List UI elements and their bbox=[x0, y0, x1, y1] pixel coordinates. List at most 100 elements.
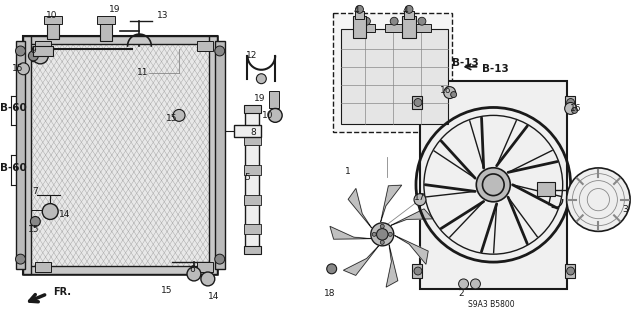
Circle shape bbox=[470, 279, 481, 289]
Bar bbox=[243, 106, 261, 114]
Circle shape bbox=[564, 102, 577, 115]
Bar bbox=[269, 91, 279, 108]
Circle shape bbox=[380, 224, 384, 228]
Circle shape bbox=[42, 204, 58, 219]
Circle shape bbox=[201, 272, 215, 286]
Bar bbox=[246, 110, 259, 249]
Circle shape bbox=[371, 223, 394, 246]
Polygon shape bbox=[395, 236, 428, 264]
Bar bbox=[333, 13, 452, 132]
Circle shape bbox=[414, 194, 426, 205]
Bar bbox=[97, 16, 115, 24]
Bar bbox=[564, 96, 575, 109]
Circle shape bbox=[483, 174, 504, 196]
Bar bbox=[44, 16, 62, 24]
Circle shape bbox=[28, 51, 38, 61]
Text: 10: 10 bbox=[262, 111, 273, 120]
Circle shape bbox=[17, 63, 29, 75]
Circle shape bbox=[388, 232, 392, 236]
Text: B-60: B-60 bbox=[0, 103, 27, 114]
Bar bbox=[385, 24, 403, 32]
Bar bbox=[412, 264, 422, 278]
Text: 10: 10 bbox=[45, 11, 57, 20]
Text: 3: 3 bbox=[622, 205, 628, 214]
Circle shape bbox=[362, 17, 371, 25]
Circle shape bbox=[414, 99, 422, 107]
Circle shape bbox=[572, 108, 577, 114]
Polygon shape bbox=[330, 226, 371, 239]
Bar bbox=[15, 41, 26, 269]
Text: 1: 1 bbox=[345, 167, 351, 176]
Polygon shape bbox=[348, 189, 371, 228]
Text: 13: 13 bbox=[156, 11, 168, 20]
Text: FR.: FR. bbox=[53, 287, 71, 297]
Circle shape bbox=[566, 168, 630, 231]
Circle shape bbox=[390, 17, 398, 25]
Bar bbox=[420, 81, 566, 289]
Bar bbox=[47, 19, 59, 39]
Text: 7: 7 bbox=[33, 187, 38, 196]
Text: 9: 9 bbox=[31, 47, 36, 56]
Circle shape bbox=[380, 241, 384, 244]
Text: 4: 4 bbox=[354, 6, 359, 15]
Text: 4: 4 bbox=[403, 6, 408, 15]
Bar bbox=[215, 41, 225, 269]
Circle shape bbox=[173, 109, 185, 121]
Bar bbox=[24, 36, 217, 274]
Text: 8: 8 bbox=[250, 128, 256, 137]
Bar bbox=[537, 182, 555, 196]
Circle shape bbox=[33, 48, 48, 64]
Bar bbox=[358, 24, 375, 32]
Text: 14: 14 bbox=[60, 210, 71, 219]
Text: 19: 19 bbox=[109, 5, 120, 14]
Bar bbox=[197, 41, 212, 51]
Circle shape bbox=[268, 108, 282, 122]
Text: 15: 15 bbox=[166, 114, 178, 123]
Text: 5: 5 bbox=[244, 173, 250, 182]
Circle shape bbox=[327, 264, 337, 274]
Circle shape bbox=[451, 92, 456, 98]
Polygon shape bbox=[386, 245, 398, 287]
Bar bbox=[234, 125, 261, 137]
Text: 11: 11 bbox=[137, 68, 148, 77]
Bar bbox=[412, 96, 422, 109]
Circle shape bbox=[372, 232, 376, 236]
Circle shape bbox=[355, 5, 364, 13]
Text: B-60: B-60 bbox=[0, 163, 27, 173]
Bar bbox=[353, 16, 367, 38]
Text: 12: 12 bbox=[246, 51, 257, 60]
Text: 2: 2 bbox=[459, 289, 465, 298]
Bar bbox=[243, 225, 261, 234]
Bar bbox=[100, 19, 111, 41]
Circle shape bbox=[376, 229, 388, 240]
Circle shape bbox=[414, 267, 422, 275]
Text: 15: 15 bbox=[161, 286, 173, 295]
Text: B-13: B-13 bbox=[483, 64, 509, 74]
Polygon shape bbox=[344, 246, 378, 275]
Circle shape bbox=[476, 168, 510, 202]
Bar bbox=[243, 165, 261, 175]
Bar bbox=[413, 24, 431, 32]
Polygon shape bbox=[381, 185, 402, 222]
Bar bbox=[243, 195, 261, 204]
Circle shape bbox=[418, 17, 426, 25]
Bar bbox=[564, 264, 575, 278]
Circle shape bbox=[30, 217, 40, 226]
Bar bbox=[35, 41, 51, 51]
Bar bbox=[355, 11, 364, 19]
Text: B-13: B-13 bbox=[452, 58, 479, 68]
Circle shape bbox=[405, 5, 413, 13]
Text: 14: 14 bbox=[208, 292, 220, 301]
Bar bbox=[243, 135, 261, 145]
Text: 15: 15 bbox=[12, 64, 23, 73]
Circle shape bbox=[215, 254, 225, 264]
Text: 17: 17 bbox=[414, 193, 426, 202]
Bar bbox=[33, 46, 53, 56]
Text: 16: 16 bbox=[440, 86, 451, 95]
Bar bbox=[24, 36, 217, 274]
Bar bbox=[404, 11, 414, 19]
Text: S9A3 B5800: S9A3 B5800 bbox=[468, 300, 515, 309]
Circle shape bbox=[187, 267, 201, 281]
Bar bbox=[197, 262, 212, 272]
Circle shape bbox=[566, 267, 575, 275]
